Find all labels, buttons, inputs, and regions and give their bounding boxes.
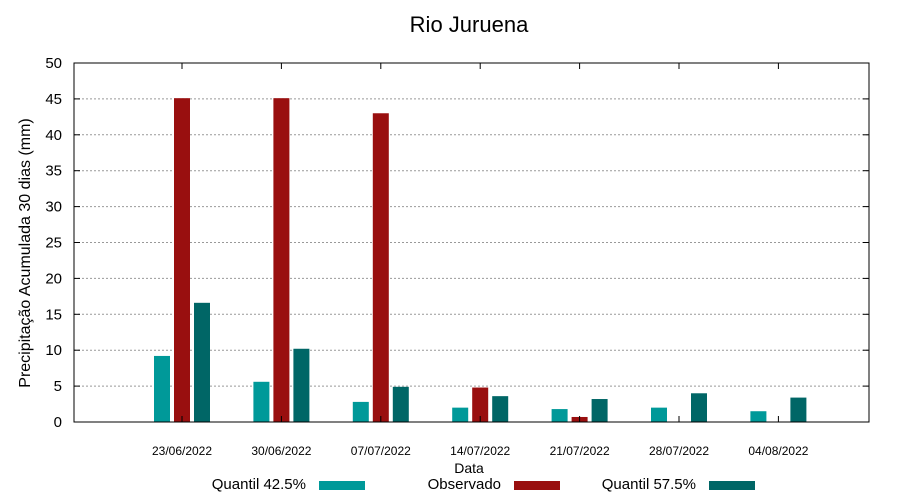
y-tick-label: 0 (54, 414, 62, 431)
x-tick-label: 14/07/2022 (450, 444, 510, 458)
x-tick-label: 28/07/2022 (649, 444, 709, 458)
bar-quantil-42-5--0 (154, 355, 170, 422)
x-tick-label: 23/06/2022 (152, 444, 212, 458)
bar-quantil-57-5--3 (492, 396, 509, 422)
legend-swatch (514, 481, 560, 490)
x-tick-label: 04/08/2022 (748, 444, 808, 458)
y-tick-label: 15 (45, 306, 62, 323)
y-tick-label: 45 (45, 91, 62, 108)
bars (154, 98, 807, 422)
bar-observado-1 (273, 98, 290, 422)
bar-observado-2 (372, 113, 389, 422)
legend: Quantil 42.5% Observado Quantil 57.5% (212, 476, 755, 493)
y-axis-ticks: 0 5 10 15 20 25 30 35 40 45 50 (45, 55, 869, 431)
y-tick-label: 5 (54, 378, 62, 395)
y-tick-label: 25 (45, 235, 62, 252)
y-tick-label: 40 (45, 127, 62, 144)
legend-label: Quantil 42.5% (212, 476, 306, 493)
bar-quantil-42-5--5 (651, 407, 667, 422)
gridlines (74, 98, 869, 387)
bar-observado-0 (174, 98, 190, 422)
bar-quantil-42-5--2 (352, 401, 369, 422)
y-tick-label: 35 (45, 163, 62, 180)
bar-quantil-42-5--1 (253, 381, 270, 422)
y-tick-label: 30 (45, 199, 62, 216)
legend-swatch (319, 481, 365, 490)
legend-label: Observado (428, 476, 501, 493)
x-tick-label: 30/06/2022 (251, 444, 311, 458)
x-tick-label: 07/07/2022 (351, 444, 411, 458)
legend-swatch (709, 481, 755, 490)
legend-label: Quantil 57.5% (602, 476, 696, 493)
x-tick-label: 21/07/2022 (550, 444, 610, 458)
bar-observado-3 (472, 387, 489, 422)
bar-quantil-42-5--6 (750, 411, 767, 422)
y-tick-label: 10 (45, 342, 62, 359)
chart-title: Rio Juruena (410, 12, 529, 37)
y-tick-label: 20 (45, 270, 62, 287)
x-axis-ticks: 23/06/2022 30/06/2022 07/07/2022 14/07/2022… (152, 63, 809, 458)
y-tick-label: 50 (45, 55, 62, 72)
bar-quantil-42-5--4 (551, 409, 568, 422)
bar-quantil-57-5--4 (591, 399, 608, 422)
bar-quantil-57-5--5 (691, 393, 707, 422)
bar-quantil-42-5--3 (452, 407, 469, 422)
bar-quantil-57-5--2 (392, 386, 409, 422)
bar-quantil-57-5--1 (293, 348, 310, 422)
bar-quantil-57-5--0 (194, 302, 210, 422)
bar-quantil-57-5--6 (790, 397, 807, 422)
y-axis-label: Precipitação Acumulada 30 dias (mm) (17, 118, 34, 387)
x-axis-label: Data (454, 460, 484, 476)
